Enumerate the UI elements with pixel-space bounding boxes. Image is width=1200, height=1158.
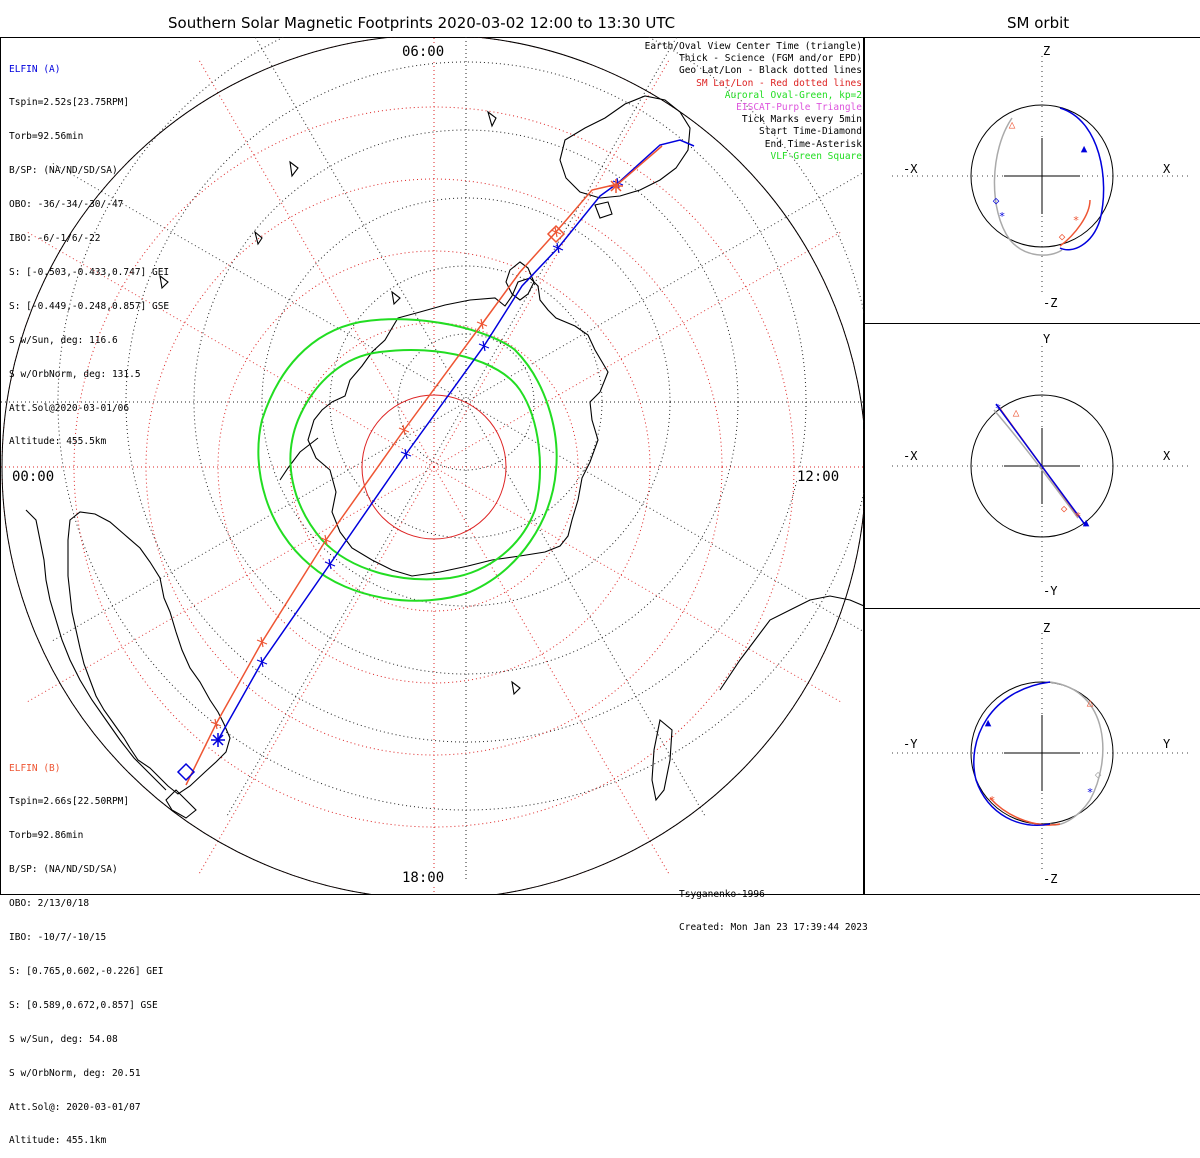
elfin-a-line: S w/Sun, deg: 116.6 (9, 335, 169, 346)
elfin-b-line: S: [0.765,0.602,-0.226] GEI (9, 966, 163, 977)
panel2-left-label: -X (903, 449, 917, 463)
orbit-marker: ◇ (1061, 502, 1068, 515)
orbit-marker: ▲ (1081, 142, 1088, 155)
orbit-marker: * (995, 402, 1002, 415)
orbit-marker: * (999, 210, 1006, 223)
sm-orbit-title: SM orbit (1007, 14, 1069, 32)
elfin-a-end-asterisk (211, 733, 225, 747)
clock-label-0600: 06:00 (402, 44, 444, 60)
elfin-a-line: S: [-0.449,-0.248,0.857] GSE (9, 301, 169, 312)
orbit-marker: * (1075, 510, 1082, 523)
panel3-bottom-label: -Z (1043, 872, 1057, 886)
legend-entry: Tick Marks every 5min (645, 114, 862, 126)
legend-entry: EISCAT-Purple Triangle (645, 102, 862, 114)
elfin-b-line: S: [0.589,0.672,0.857] GSE (9, 1000, 163, 1011)
elfin-a-line: IBO: -6/-1/6/-22 (9, 233, 169, 244)
orbit-marker: ◇ (1095, 768, 1102, 781)
panel3-left-label: -Y (903, 737, 917, 751)
elfin-a-line: Altitude: 455.5km (9, 436, 169, 447)
legend-entry: Auroral Oval-Green, kp=2 (645, 90, 862, 102)
legend-entry: Start Time-Diamond (645, 126, 862, 138)
panel1-top-label: Z (1043, 44, 1050, 58)
elfin-a-name: ELFIN (A) (9, 64, 169, 75)
panel3-right-label: Y (1163, 737, 1170, 751)
plot-title: Southern Solar Magnetic Footprints 2020-… (168, 14, 675, 32)
panel1-right-label: X (1163, 162, 1170, 176)
elfin-a-line: OBO: -36/-34/-30/-47 (9, 199, 169, 210)
orbit-marker: * (1073, 214, 1080, 227)
elfin-a-line: Att.Sol@2020-03-01/06 (9, 403, 169, 414)
orbit-marker: ◇ (993, 194, 1000, 207)
panel2-bottom-label: -Y (1043, 584, 1057, 598)
map-legend: Earth/Oval View Center Time (triangle) T… (645, 41, 862, 163)
elfin-b-line: B/SP: (NA/ND/SD/SA) (9, 864, 163, 875)
elfin-b-line: Torb=92.86min (9, 830, 163, 841)
model-name: Tsyganenko-1996 (679, 889, 868, 900)
legend-entry: Geo Lat/Lon - Black dotted lines (645, 65, 862, 77)
orbit-marker: △ (1013, 406, 1020, 419)
orbit-marker: △ (1087, 696, 1094, 709)
model-footer: Tsyganenko-1996 Created: Mon Jan 23 17:3… (679, 866, 868, 945)
elfin-a-line: S w/OrbNorm, deg: 131.5 (9, 369, 169, 380)
elfin-b-info: ELFIN (B) Tspin=2.66s[22.50RPM] Torb=92.… (9, 740, 163, 1158)
elfin-b-name: ELFIN (B) (9, 763, 163, 774)
elfin-b-line: Tspin=2.66s[22.50RPM] (9, 796, 163, 807)
elfin-a-line: S: [-0.503,-0.433,0.747] GEI (9, 267, 169, 278)
panel2-top-label: Y (1043, 332, 1050, 346)
clock-label-0000: 00:00 (12, 469, 54, 485)
legend-entry: Earth/Oval View Center Time (triangle) (645, 41, 862, 53)
legend-entry: End Time-Asterisk (645, 139, 862, 151)
elfin-b-line: IBO: -10/7/-10/15 (9, 932, 163, 943)
elfin-b-end-asterisk (609, 179, 623, 193)
elfin-a-line: Tspin=2.52s[23.75RPM] (9, 97, 169, 108)
panel1-left-label: -X (903, 162, 917, 176)
legend-entry: Thick - Science (FGM and/or EPD) (645, 53, 862, 65)
orbit-marker: ▲ (985, 716, 992, 729)
elfin-b-line: S w/OrbNorm, deg: 20.51 (9, 1068, 163, 1079)
panel2-right-label: X (1163, 449, 1170, 463)
created-timestamp: Created: Mon Jan 23 17:39:44 2023 (679, 922, 868, 933)
orbit-marker: ▲ (1083, 516, 1090, 529)
panel1-bottom-label: -Z (1043, 296, 1057, 310)
elfin-b-line: Att.Sol@: 2020-03-01/07 (9, 1102, 163, 1113)
elfin-a-info: ELFIN (A) Tspin=2.52s[23.75RPM] Torb=92.… (9, 41, 169, 459)
elfin-b-line: Altitude: 455.1km (9, 1135, 163, 1146)
elfin-a-line: B/SP: (NA/ND/SD/SA) (9, 165, 169, 176)
legend-entry: VLF-Green Square (645, 151, 862, 163)
clock-label-1800: 18:00 (402, 870, 444, 886)
panel3-top-label: Z (1043, 621, 1050, 635)
orbit-marker: * (1087, 786, 1094, 799)
orbit-marker: * (989, 794, 996, 807)
legend-entry: SM Lat/Lon - Red dotted lines (645, 78, 862, 90)
clock-label-1200: 12:00 (797, 469, 839, 485)
orbit-marker: △ (1009, 118, 1016, 131)
elfin-b-line: S w/Sun, deg: 54.08 (9, 1034, 163, 1045)
elfin-a-line: Torb=92.56min (9, 131, 169, 142)
orbit-marker: ◇ (1059, 230, 1066, 243)
